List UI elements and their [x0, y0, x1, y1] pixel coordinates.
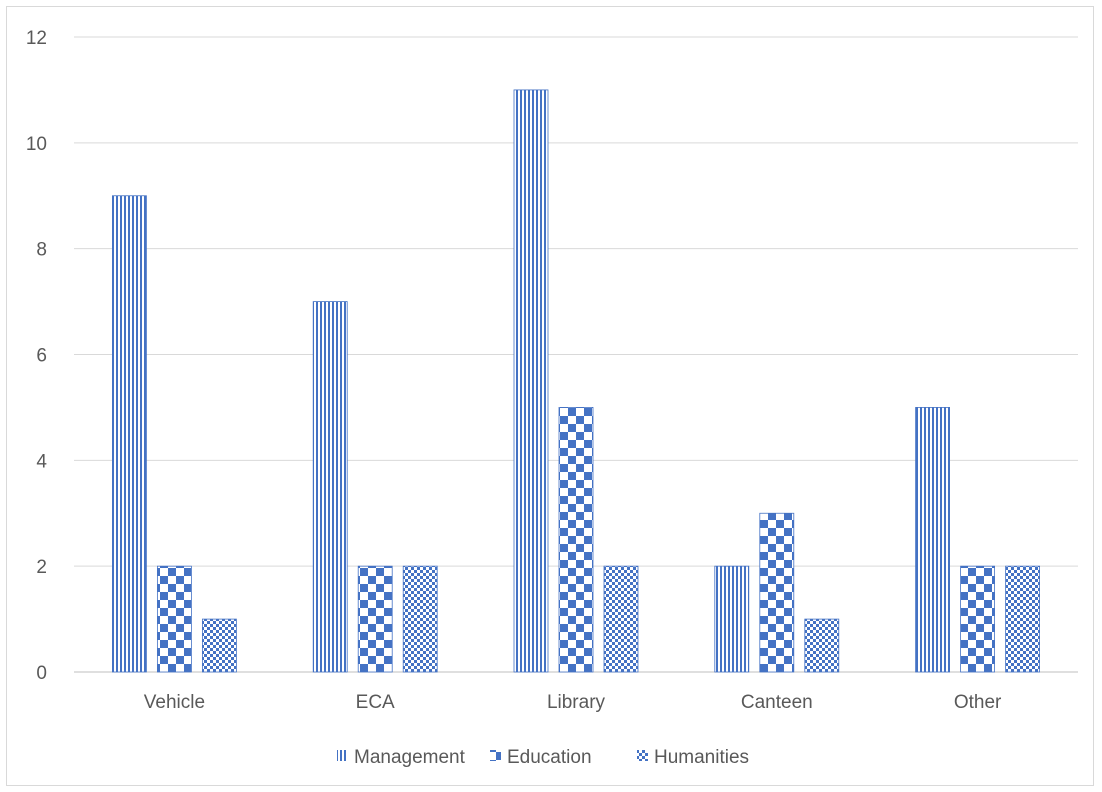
x-tick-label: Library	[547, 692, 606, 713]
bar-management-other	[915, 407, 950, 673]
y-axis-ticks: 0 2 4 6 8 10 12	[26, 28, 48, 684]
y-tick-label: 10	[26, 134, 47, 155]
bar-humanities-canteen	[804, 618, 840, 673]
bar-management-library	[513, 89, 549, 673]
x-tick-label: Vehicle	[144, 692, 205, 713]
y-tick-label: 6	[36, 346, 47, 367]
bars	[112, 89, 1040, 673]
legend-swatch-management	[337, 750, 348, 761]
bar-management-eca	[312, 301, 348, 673]
y-tick-label: 2	[36, 557, 47, 578]
bar-humanities-library	[603, 565, 639, 673]
bar-humanities-vehicle	[201, 618, 237, 673]
legend-label-humanities: Humanities	[654, 747, 749, 768]
bar-management-canteen	[714, 565, 750, 673]
bar-humanities-eca	[402, 565, 438, 673]
legend-swatch-humanities	[637, 750, 648, 761]
bar-humanities-other	[1005, 565, 1040, 673]
legend-swatch-education	[490, 750, 501, 761]
bar-education-eca	[357, 565, 393, 673]
x-tick-label: Other	[954, 692, 1002, 713]
legend: Management Education Humanities	[337, 747, 749, 768]
bar-education-canteen	[759, 512, 795, 673]
y-tick-label: 8	[36, 240, 47, 261]
bar-education-library	[558, 407, 594, 673]
y-tick-label: 12	[26, 28, 47, 49]
bar-management-vehicle	[112, 195, 147, 673]
bar-education-vehicle	[156, 565, 192, 673]
x-tick-label: ECA	[356, 692, 395, 713]
legend-label-management: Management	[354, 747, 466, 768]
y-tick-label: 4	[36, 451, 47, 472]
bar-education-other	[960, 565, 995, 673]
legend-label-education: Education	[507, 747, 592, 768]
y-tick-label: 0	[36, 663, 47, 684]
x-tick-label: Canteen	[741, 692, 813, 713]
x-axis-ticks: Vehicle ECA Library Canteen Other	[144, 692, 1002, 713]
gridlines	[74, 36, 1078, 673]
